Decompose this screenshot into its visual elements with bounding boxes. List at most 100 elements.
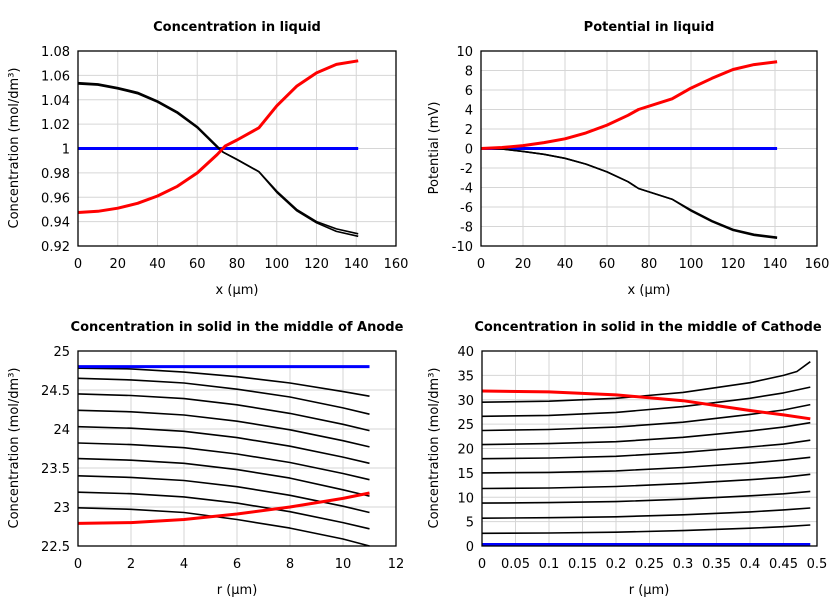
series-line-intermediate <box>481 361 811 403</box>
y-tick-label: 23.5 <box>41 462 70 477</box>
y-tick-label: 24.5 <box>41 384 70 399</box>
chart-title: Concentration in solid in the middle of … <box>71 320 404 335</box>
y-tick-label: 25 <box>53 345 70 360</box>
y-tick-label: -6 <box>460 201 473 216</box>
series-line-intermediate <box>77 393 370 432</box>
x-tick-label: 0.2 <box>606 557 627 572</box>
y-tick-label: 0.96 <box>41 191 70 206</box>
x-tick-label: 0 <box>477 257 485 272</box>
y-tick-label: 25 <box>457 418 474 433</box>
y-axis-label: Concentration (mol/dm³) <box>7 68 22 229</box>
series-line-intermediate <box>481 456 811 474</box>
y-tick-label: 1.08 <box>41 45 70 60</box>
series-line-intermediate <box>480 147 778 239</box>
y-tick-label: 22.5 <box>41 540 70 555</box>
x-tick-label: 0 <box>478 557 486 572</box>
series-line-intermediate <box>77 377 370 415</box>
y-axis-label: Potential (mV) <box>427 102 442 195</box>
y-tick-label: 23 <box>53 501 70 516</box>
x-tick-label: 120 <box>304 257 329 272</box>
y-axis-label: Concentration (mol/dm³) <box>7 368 22 529</box>
y-tick-label: 10 <box>457 491 474 506</box>
y-tick-label: 0.92 <box>41 240 70 255</box>
x-tick-label: 160 <box>805 257 830 272</box>
x-tick-label: 160 <box>384 257 409 272</box>
plot-frame <box>480 50 818 247</box>
y-tick-label: 1.02 <box>41 118 70 133</box>
x-tick-label: 40 <box>149 257 166 272</box>
series-line-intermediate <box>481 473 811 490</box>
chart-title: Potential in liquid <box>584 20 715 35</box>
x-tick-label: 0 <box>74 257 82 272</box>
y-tick-label: 2 <box>465 123 473 138</box>
y-tick-label: -4 <box>460 182 473 197</box>
y-tick-label: 0.94 <box>41 216 70 231</box>
series-line-intermediate <box>77 491 370 530</box>
x-tick-label: 80 <box>229 257 246 272</box>
x-tick-label: 0.45 <box>769 557 798 572</box>
x-tick-label: 2 <box>127 557 135 572</box>
y-axis-label: Concentration (mol/dm³) <box>427 368 442 529</box>
series-line-intermediate <box>77 457 370 497</box>
x-tick-label: 4 <box>180 557 188 572</box>
y-tick-label: 5 <box>466 516 474 531</box>
y-tick-label: 0 <box>465 143 473 158</box>
panel-concentration-liquid: Concentration in liquid x (µm) Concentra… <box>7 20 408 298</box>
panel-solid-anode: Concentration in solid in the middle of … <box>7 320 404 598</box>
x-tick-label: 0 <box>74 557 82 572</box>
x-tick-label: 0.5 <box>807 557 828 572</box>
x-tick-label: 80 <box>641 257 658 272</box>
x-tick-label: 10 <box>335 557 352 572</box>
x-tick-label: 60 <box>189 257 206 272</box>
series-line-intermediate <box>481 386 811 418</box>
series-line-intermediate <box>77 442 370 481</box>
x-tick-label: 0.3 <box>673 557 694 572</box>
y-tick-label: 35 <box>457 369 474 384</box>
x-tick-label: 0.4 <box>740 557 761 572</box>
x-axis-label: x (µm) <box>628 283 671 298</box>
x-tick-label: 40 <box>557 257 574 272</box>
series-line-intermediate <box>481 403 811 432</box>
y-tick-label: 0.98 <box>41 167 70 182</box>
x-tick-label: 140 <box>344 257 369 272</box>
x-tick-label: 140 <box>763 257 788 272</box>
x-tick-label: 100 <box>264 257 289 272</box>
y-tick-label: 1 <box>62 143 70 158</box>
y-tick-label: 24 <box>53 423 70 438</box>
y-tick-label: -10 <box>452 240 473 255</box>
x-tick-label: 100 <box>679 257 704 272</box>
series-line-final <box>77 59 359 214</box>
y-tick-label: 30 <box>457 394 474 409</box>
series-line-intermediate <box>481 421 811 446</box>
x-axis-label: r (µm) <box>629 583 670 598</box>
x-tick-label: 0.1 <box>539 557 560 572</box>
x-tick-label: 6 <box>233 557 241 572</box>
series-line-final <box>77 491 370 525</box>
x-tick-label: 20 <box>515 257 532 272</box>
series-line-intermediate <box>77 475 370 514</box>
x-axis-label: x (µm) <box>216 283 259 298</box>
panel-potential-liquid: Potential in liquid x (µm) Potential (mV… <box>427 20 829 298</box>
series-line-final <box>480 60 778 150</box>
x-axis-label: r (µm) <box>217 583 258 598</box>
x-tick-label: 8 <box>286 557 294 572</box>
y-tick-label: 1.06 <box>41 69 70 84</box>
series-line-intermediate <box>481 490 811 504</box>
y-tick-label: 40 <box>457 345 474 360</box>
x-tick-label: 120 <box>721 257 746 272</box>
y-tick-label: 15 <box>457 467 474 482</box>
y-tick-label: 20 <box>457 443 474 458</box>
y-tick-label: -2 <box>460 162 473 177</box>
series-line-intermediate <box>481 507 811 519</box>
y-tick-label: 4 <box>465 104 473 119</box>
x-tick-label: 12 <box>388 557 405 572</box>
grid <box>481 350 818 547</box>
plot-frame <box>481 350 818 547</box>
chart-title: Concentration in liquid <box>153 20 321 35</box>
y-tick-label: 10 <box>456 45 473 60</box>
y-tick-label: 1.04 <box>41 94 70 109</box>
plot-frame <box>77 350 397 547</box>
x-tick-label: 0.05 <box>501 557 530 572</box>
series-line-intermediate <box>481 439 811 460</box>
series-line-intermediate <box>77 425 370 465</box>
